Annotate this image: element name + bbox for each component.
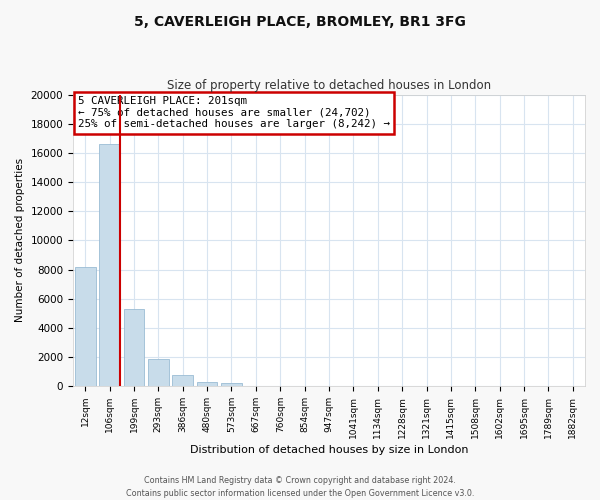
Text: 5, CAVERLEIGH PLACE, BROMLEY, BR1 3FG: 5, CAVERLEIGH PLACE, BROMLEY, BR1 3FG <box>134 15 466 29</box>
Y-axis label: Number of detached properties: Number of detached properties <box>15 158 25 322</box>
Bar <box>221 382 242 386</box>
X-axis label: Distribution of detached houses by size in London: Distribution of detached houses by size … <box>190 445 468 455</box>
Text: Contains HM Land Registry data © Crown copyright and database right 2024.
Contai: Contains HM Land Registry data © Crown c… <box>126 476 474 498</box>
Bar <box>197 382 217 386</box>
Bar <box>148 359 169 386</box>
Bar <box>172 375 193 386</box>
Bar <box>99 144 120 386</box>
Bar <box>124 309 145 386</box>
Bar <box>75 266 95 386</box>
Title: Size of property relative to detached houses in London: Size of property relative to detached ho… <box>167 79 491 92</box>
Text: 5 CAVERLEIGH PLACE: 201sqm
← 75% of detached houses are smaller (24,702)
25% of : 5 CAVERLEIGH PLACE: 201sqm ← 75% of deta… <box>78 96 390 129</box>
